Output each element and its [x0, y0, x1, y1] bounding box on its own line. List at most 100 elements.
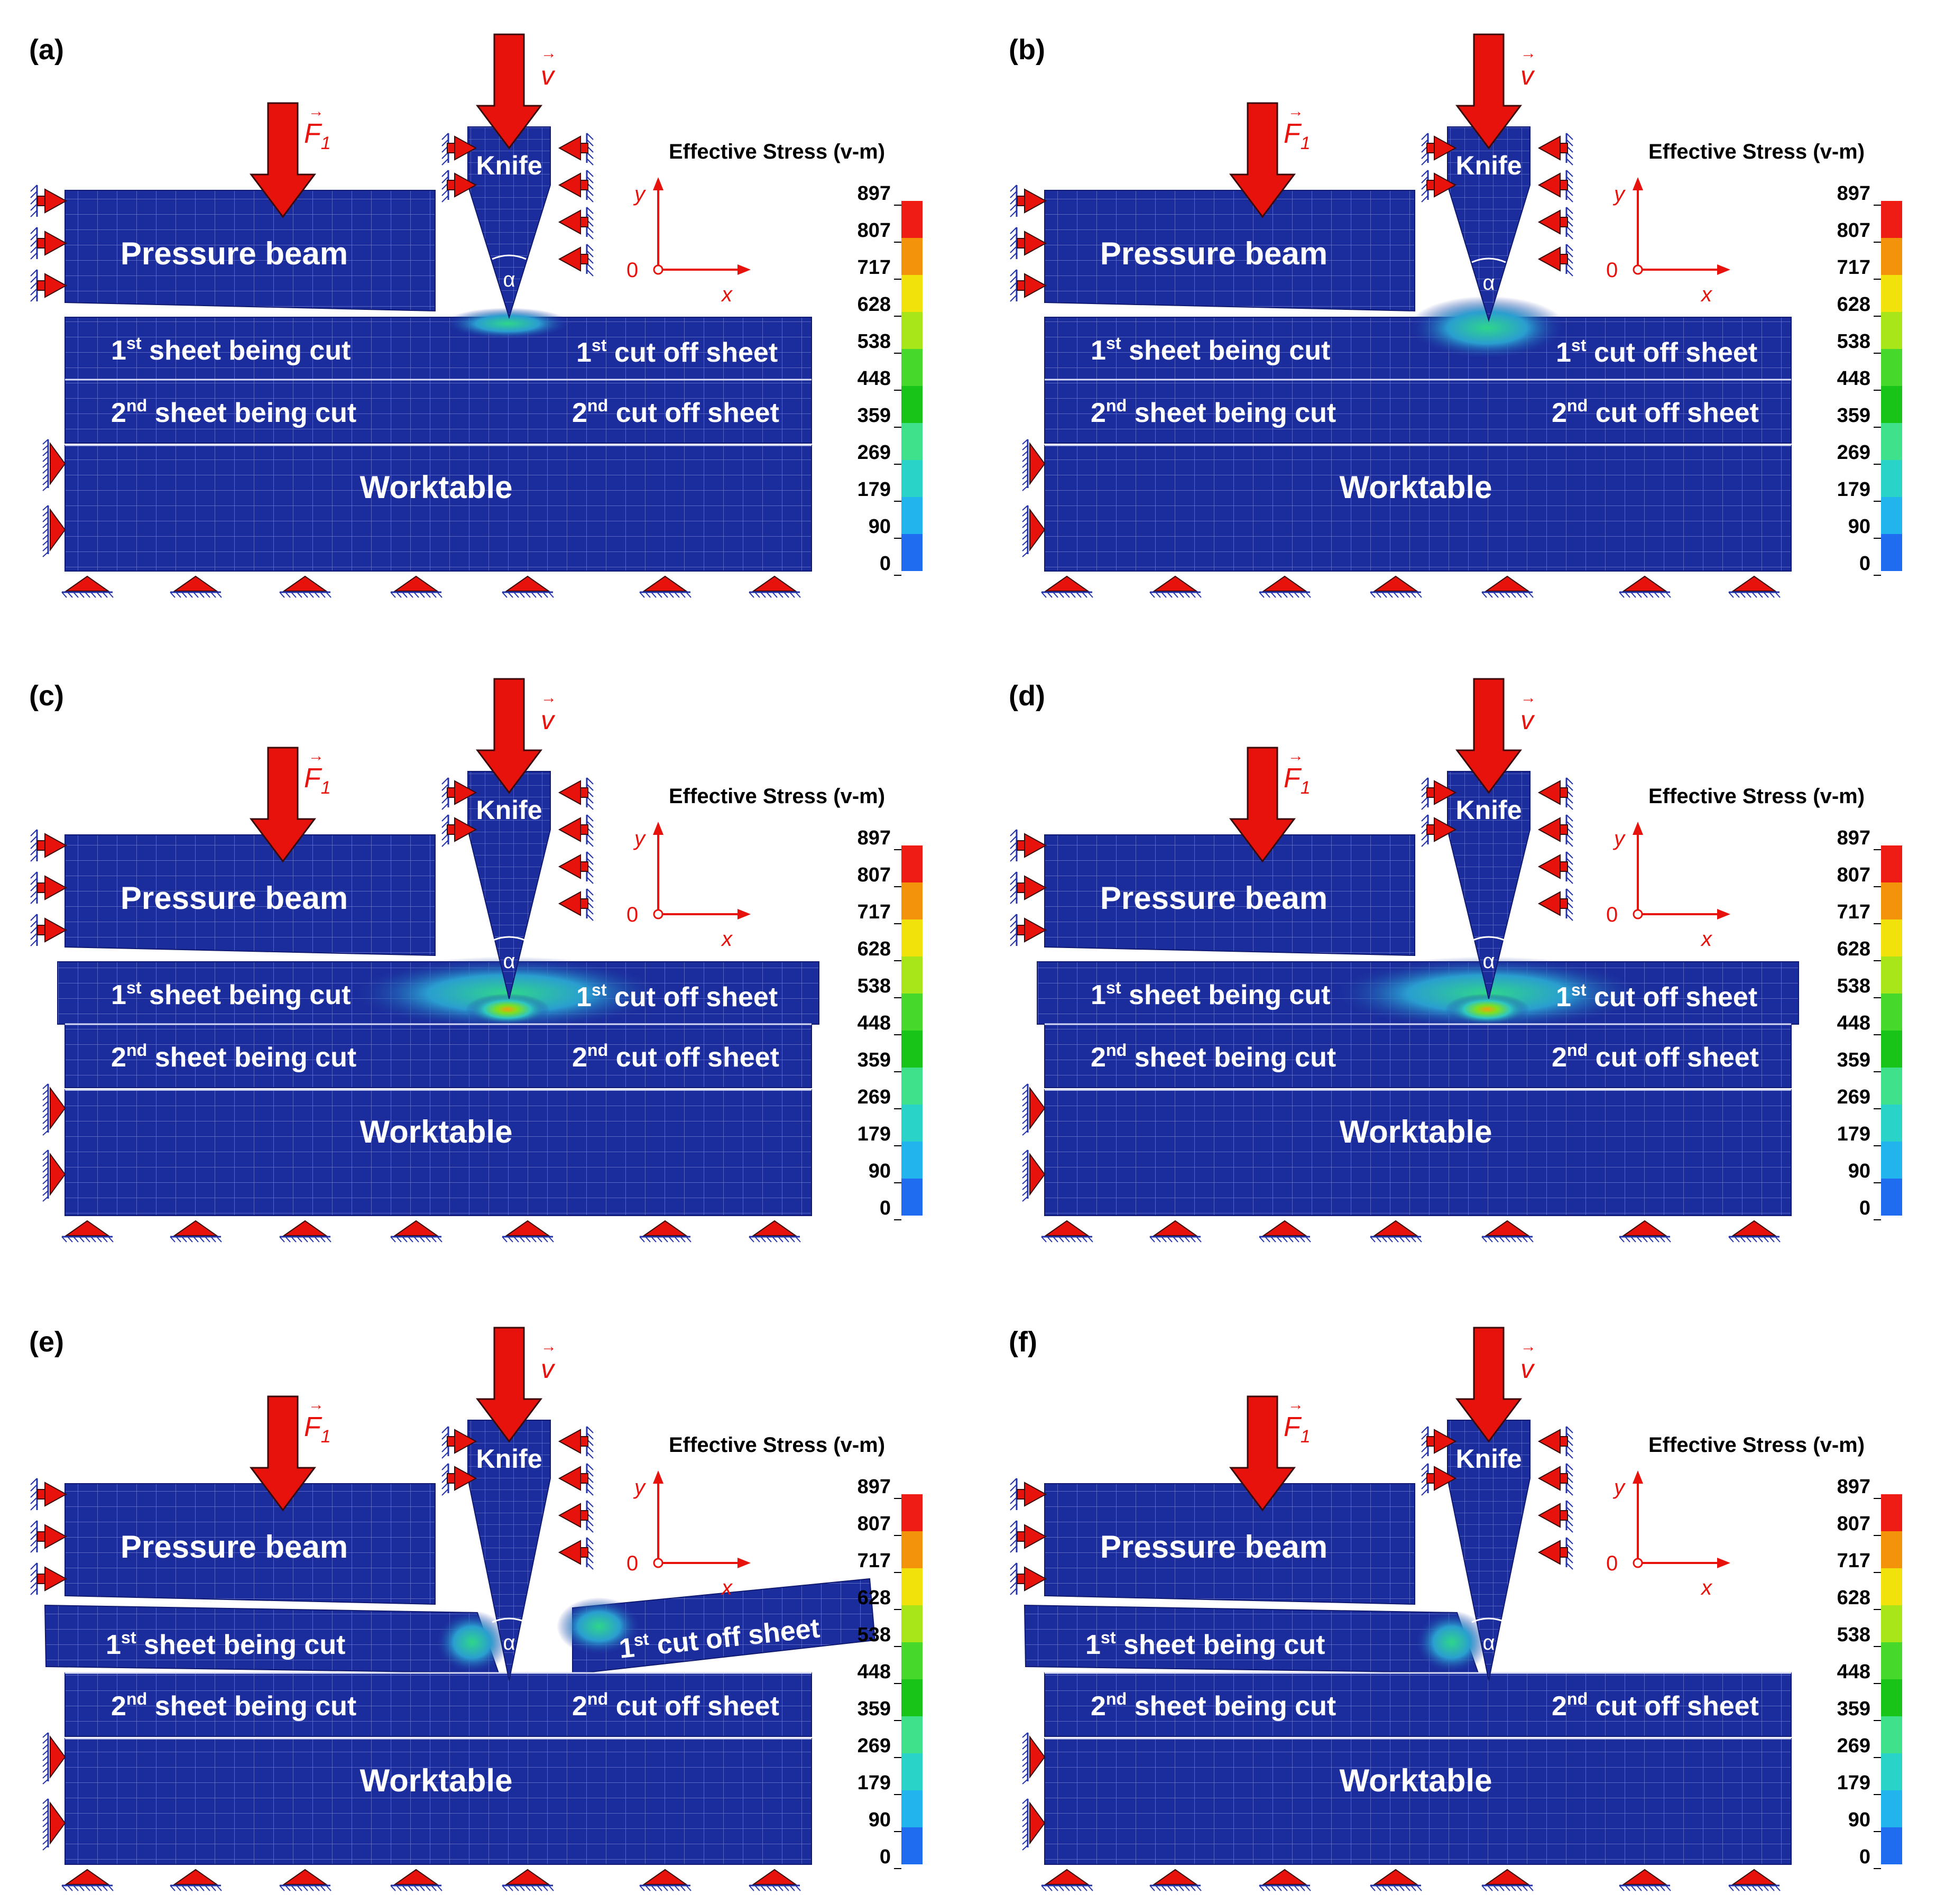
- second-sheet-being-cut-label: 2nd sheet being cut: [1091, 1041, 1336, 1073]
- beam-side-arrow: [1017, 875, 1047, 900]
- velocity-arrow: [1455, 678, 1522, 794]
- knife-guide-arrow-right: [1537, 172, 1568, 198]
- bottom-support: [1619, 1869, 1671, 1891]
- alpha-label: α: [503, 950, 515, 973]
- legend-segment: [1881, 1531, 1902, 1568]
- worktable-label: Worktable: [1340, 470, 1492, 505]
- knife-guide-arrow-left: [1426, 817, 1457, 842]
- legend-tick: 717: [858, 256, 891, 279]
- legend-segment: [1881, 1790, 1902, 1827]
- side-support: [1022, 1083, 1046, 1136]
- legend-segment: [1881, 1105, 1902, 1142]
- legend-tick: 179: [858, 1772, 891, 1794]
- beam-wall: [1010, 1520, 1018, 1553]
- velocity-arrow: [1455, 33, 1522, 150]
- knife-guide-arrow-right: [1537, 1540, 1568, 1565]
- force-arrow: [1229, 747, 1296, 863]
- x-axis-head: [1717, 264, 1730, 275]
- legend-segment: [901, 919, 923, 956]
- knife-guide-arrow-right: [558, 891, 588, 916]
- velocity-arrow: [476, 1327, 542, 1443]
- second-sheet-being-cut-label: 2nd sheet being cut: [111, 1689, 356, 1722]
- knife-guide-arrow-right: [1537, 1503, 1568, 1528]
- beam-side-arrow: [1017, 1482, 1047, 1507]
- knife-label: Knife: [1456, 151, 1522, 180]
- legend-tick: 90: [869, 1160, 891, 1182]
- bottom-support: [1149, 1869, 1202, 1891]
- bottom-support: [1259, 575, 1311, 598]
- legend-segment: [901, 1105, 923, 1142]
- knife-label: Knife: [1456, 795, 1522, 825]
- angle-arc: [1471, 257, 1506, 263]
- knife-guide-arrow-right: [1537, 780, 1568, 805]
- knife-guide-arrow-left: [447, 1429, 477, 1454]
- bottom-support: [749, 575, 801, 598]
- knife-guide-arrow-right: [558, 1466, 588, 1491]
- knife: [1447, 126, 1531, 323]
- x-axis-head: [1717, 909, 1730, 919]
- panel-a: (a) Pressure beam 1st sheet being cut 1st c…: [29, 33, 923, 598]
- bottom-support: [279, 1869, 331, 1891]
- legend-segment: [901, 1142, 923, 1179]
- x-axis-head: [737, 264, 751, 275]
- bottom-support: [1481, 1869, 1534, 1891]
- panel-label: (a): [29, 34, 64, 66]
- legend-segment: [1881, 275, 1902, 312]
- legend-tick: 90: [1848, 1809, 1870, 1831]
- worktable-label: Worktable: [360, 1114, 513, 1149]
- legend-segment: [1881, 1068, 1902, 1105]
- legend-title: Effective Stress (v-m): [1648, 1433, 1865, 1457]
- legend-segment: [901, 1031, 923, 1068]
- legend-segment: [901, 423, 923, 460]
- bottom-support: [1041, 1869, 1093, 1891]
- legend-tick: 717: [858, 901, 891, 923]
- second-sheet-being-cut-label: 2nd sheet being cut: [1091, 1689, 1336, 1722]
- axis-y-label: y: [633, 1476, 647, 1499]
- legend-segment: [901, 1179, 923, 1216]
- second-cut-off-label: 2nd cut off sheet: [1552, 1689, 1759, 1722]
- knife-guide-arrow-right: [1537, 135, 1568, 161]
- velocity-vector-mark: →: [541, 1338, 557, 1355]
- legend-tick: 897: [858, 827, 891, 849]
- side-support: [42, 505, 66, 557]
- side-support: [1022, 439, 1046, 491]
- velocity-arrow: [1455, 1327, 1522, 1443]
- velocity-label: v: [1520, 61, 1535, 90]
- pressure-beam-label: Pressure beam: [121, 880, 348, 916]
- legend-tick: 0: [880, 1197, 891, 1219]
- beam-wall: [1010, 871, 1018, 904]
- velocity-vector-mark: →: [541, 44, 557, 62]
- stress-region-left: [435, 1611, 509, 1674]
- legend-segment: [1881, 201, 1902, 238]
- first-sheet: 1st sheet being cut 1st cut off sheet: [64, 308, 812, 380]
- legend-segment: [901, 349, 923, 386]
- beam-side-arrow: [37, 917, 68, 943]
- bottom-support: [1370, 1869, 1422, 1891]
- panel-label: (b): [1009, 34, 1045, 66]
- bottom-support: [749, 1869, 801, 1891]
- legend-tick: 179: [858, 1123, 891, 1145]
- knife-guide-arrow-right: [558, 135, 588, 161]
- angle-arc: [1471, 936, 1506, 942]
- alpha-label: α: [1482, 950, 1495, 973]
- first-sheet: 1st sheet being cut 1st cut off sheet: [1044, 296, 1792, 380]
- legend-segment: [901, 1716, 923, 1753]
- legend-tick: 807: [858, 864, 891, 886]
- legend-tick: 0: [880, 553, 891, 575]
- worktable-label: Worktable: [360, 1763, 513, 1798]
- legend-tick: 269: [858, 1086, 891, 1108]
- bottom-support: [1041, 1220, 1093, 1243]
- worktable: [64, 445, 812, 572]
- alpha-label: α: [503, 268, 515, 291]
- bottom-support: [502, 1869, 554, 1891]
- legend-tick: 359: [1837, 1698, 1870, 1720]
- first-sheet: [1024, 1604, 1489, 1674]
- beam-side-arrow: [37, 1524, 68, 1549]
- knife-guide-arrow-right: [558, 209, 588, 235]
- legend-segment: [1881, 1642, 1902, 1679]
- legend-segment: [1881, 386, 1902, 423]
- force-label: F1: [304, 763, 331, 798]
- legend-tick: 90: [869, 516, 891, 538]
- alpha-label: α: [503, 1631, 515, 1654]
